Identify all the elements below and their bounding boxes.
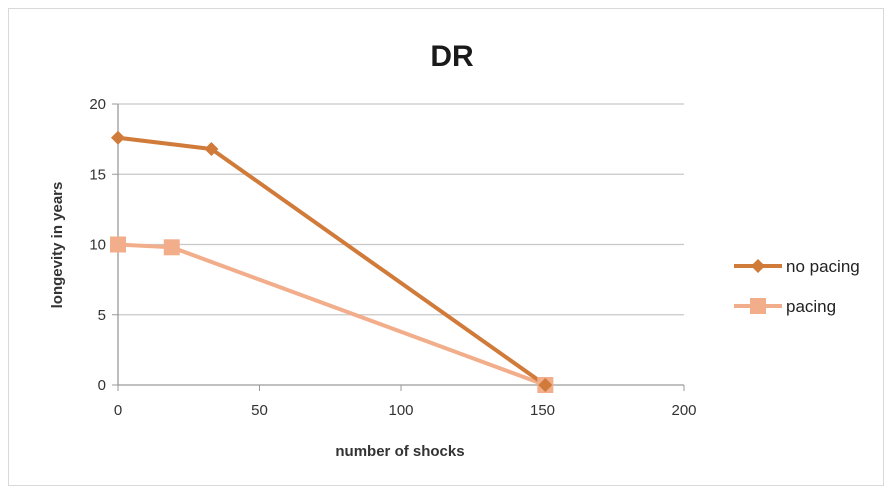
legend-label: no pacing [786, 257, 860, 276]
data-point-no-pacing [204, 141, 219, 156]
x-tick-label: 150 [530, 402, 555, 419]
y-tick-label: 5 [98, 307, 106, 324]
y-tick-label: 10 [89, 237, 106, 254]
x-tick-label: 200 [671, 402, 696, 419]
series-layer [110, 130, 554, 393]
data-point-no-pacing [111, 130, 125, 145]
x-tick-label: 100 [388, 402, 413, 419]
data-point-pacing [750, 298, 766, 314]
x-tick-label: 0 [114, 402, 122, 419]
data-point-no-pacing [751, 259, 765, 273]
gridlines [118, 103, 684, 316]
x-axis-title: number of shocks [335, 443, 464, 460]
y-tick-label: 15 [89, 166, 106, 183]
chart-title: DR [430, 40, 474, 73]
y-tick-labels: 0 5 10 15 20 [89, 96, 106, 394]
x-tick-label: 50 [251, 402, 268, 419]
legend-label: pacing [786, 297, 836, 316]
y-axis-title: longevity in years [49, 182, 66, 309]
y-tick-label: 0 [98, 377, 106, 394]
data-point-pacing [110, 236, 126, 253]
data-point-pacing [163, 239, 180, 256]
data-point-no-pacing [538, 378, 553, 392]
legend: no pacing pacing [734, 257, 860, 316]
x-tick-labels: 0 50 100 150 200 [114, 402, 697, 419]
y-tick-label: 20 [89, 96, 106, 113]
